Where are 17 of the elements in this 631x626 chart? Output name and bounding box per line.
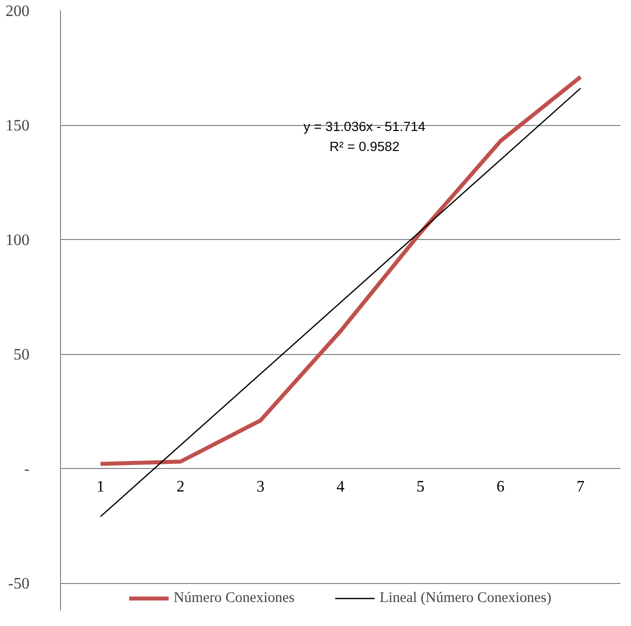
legend-label: Número Conexiones — [174, 590, 295, 606]
y-tick-label: -50 — [8, 576, 30, 593]
legend-label: Lineal (Número Conexiones) — [380, 590, 552, 606]
annotation: y = 31.036x - 51.714 — [304, 118, 426, 134]
y-tick-label: 200 — [6, 3, 30, 20]
x-tick-label: 4 — [336, 478, 344, 496]
y-tick-label: 50 — [14, 346, 30, 364]
y-tick-label: 150 — [6, 118, 30, 135]
annotation: R² = 0.9582 — [329, 138, 400, 154]
x-tick-label: 7 — [576, 478, 584, 496]
x-tick-label: 3 — [256, 478, 264, 496]
x-tick-label: 5 — [416, 478, 424, 496]
x-tick-label: 6 — [496, 478, 504, 496]
x-tick-label: 1 — [96, 478, 104, 496]
x-tick-label: 2 — [176, 478, 184, 496]
y-tick-label: - — [24, 461, 30, 478]
y-tick-label: 100 — [6, 232, 30, 250]
